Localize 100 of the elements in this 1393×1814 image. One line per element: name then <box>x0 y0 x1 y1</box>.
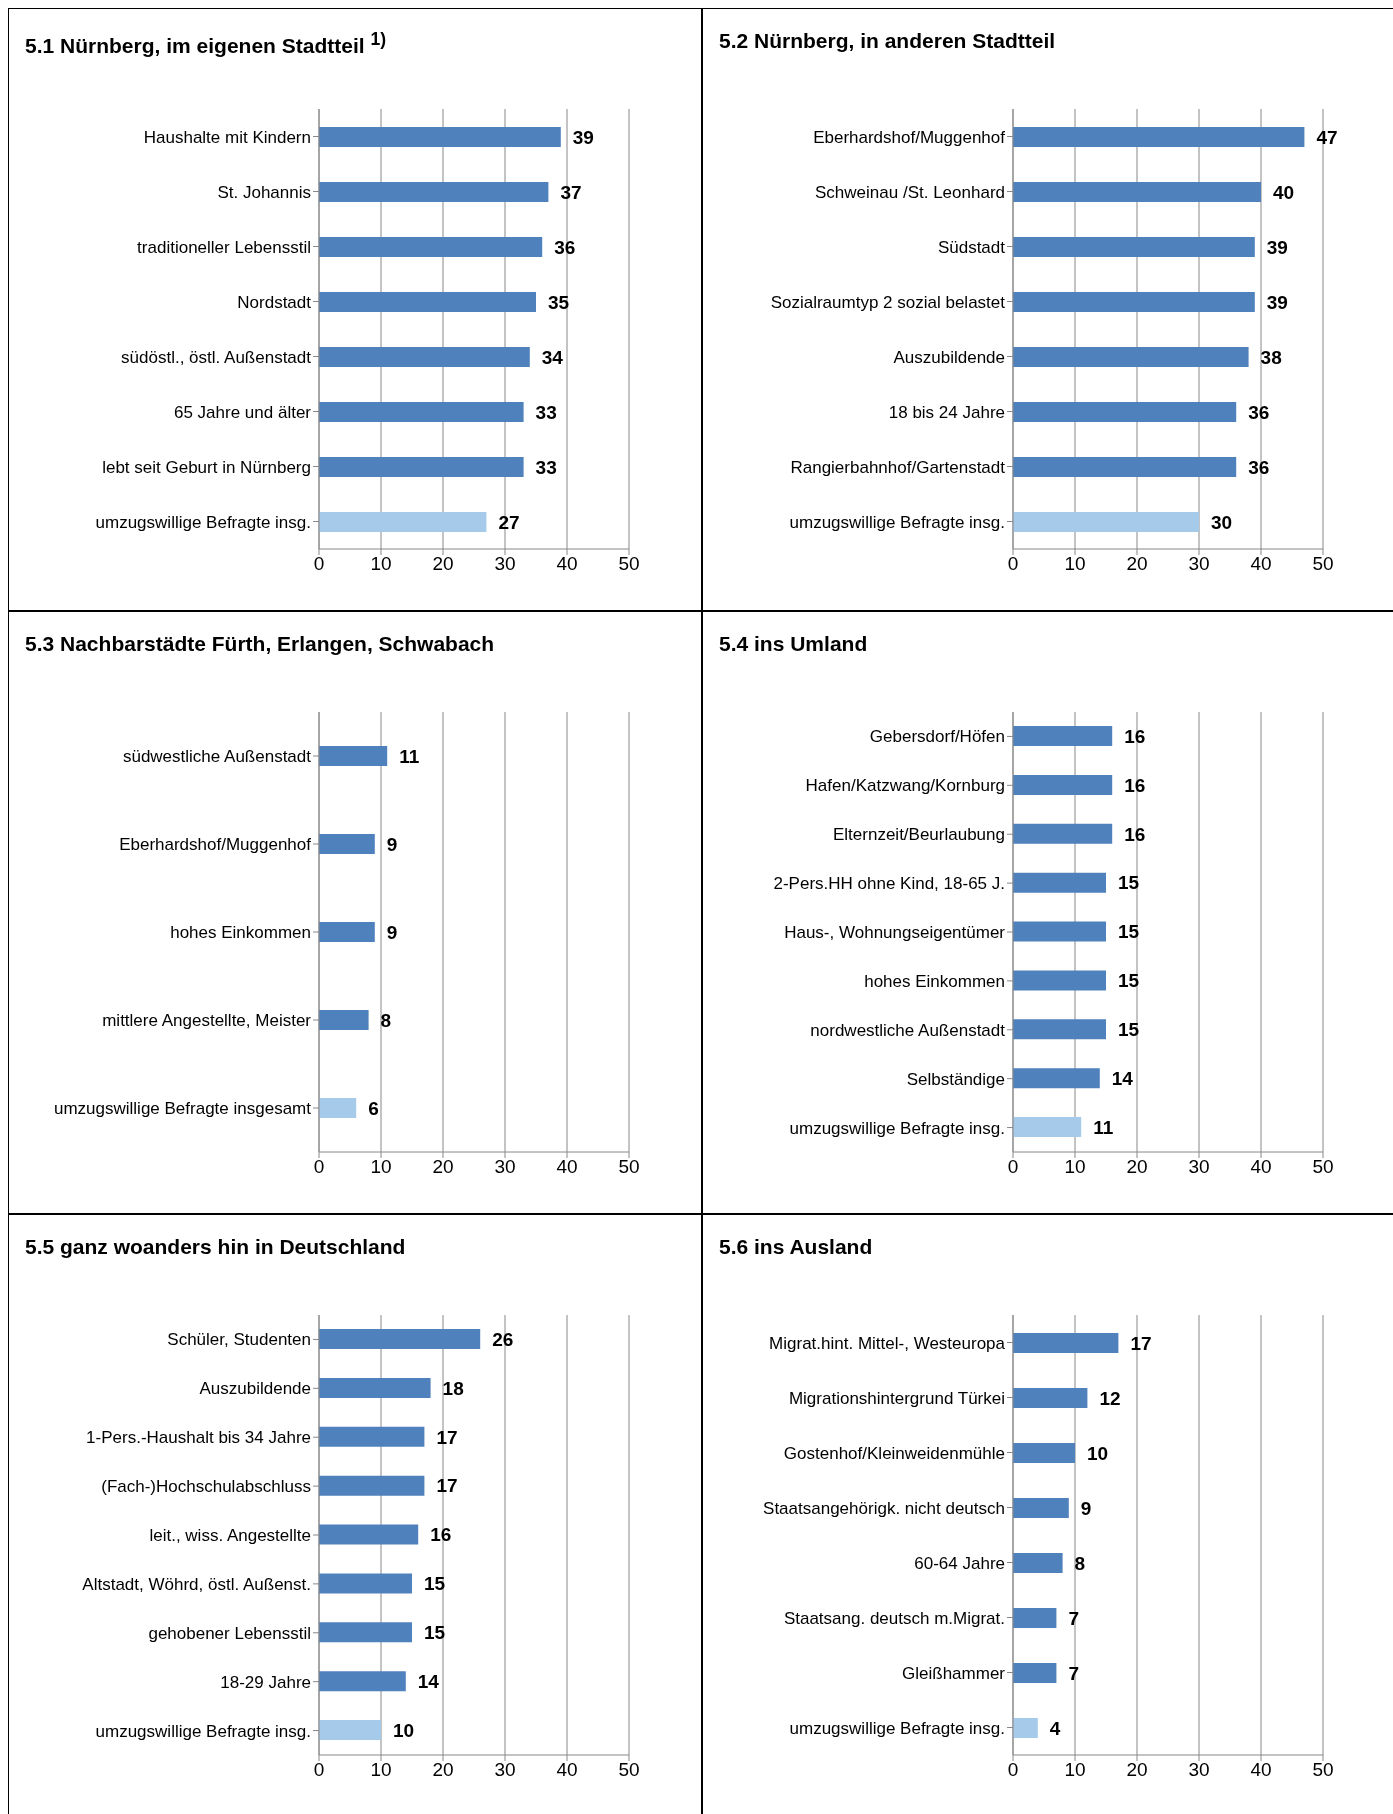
bar <box>1013 402 1237 422</box>
bar <box>1013 823 1113 844</box>
x-tick-label: 30 <box>494 1156 516 1178</box>
bar <box>1013 872 1106 893</box>
y-tick-label: Auszubildende <box>199 1379 311 1399</box>
x-tick-label: 10 <box>1064 553 1086 575</box>
bar <box>1013 457 1237 477</box>
data-label: 15 <box>1118 872 1140 894</box>
chart-title: 5.2 Nürnberg, in anderen Stadtteil <box>719 29 1056 53</box>
y-tick-label: 2-Pers.HH ohne Kind, 18-65 J. <box>773 874 1005 894</box>
x-tick-label: 20 <box>432 1759 454 1781</box>
bar <box>319 347 530 367</box>
bar <box>1013 1019 1106 1040</box>
y-tick-label: Migrat.hint. Mittel-, Westeuropa <box>769 1333 1006 1353</box>
data-label: 39 <box>1266 291 1288 313</box>
data-label: 40 <box>1273 181 1295 203</box>
data-label: 15 <box>1118 921 1140 943</box>
bar <box>319 1622 412 1643</box>
x-tick-label: 10 <box>370 553 392 575</box>
y-tick-label: südwestliche Außenstadt <box>122 747 312 767</box>
x-tick-label: 20 <box>432 553 454 575</box>
bar <box>1013 182 1261 202</box>
x-tick-label: 40 <box>1250 1156 1272 1178</box>
bar <box>319 1377 431 1398</box>
x-tick-label: 0 <box>313 553 325 575</box>
bar <box>1013 1443 1075 1463</box>
y-tick-label: Nordstadt <box>237 292 312 312</box>
bar <box>1013 1333 1119 1353</box>
x-tick-label: 20 <box>1126 1156 1148 1178</box>
bar <box>319 237 543 257</box>
y-tick-label: 65 Jahre und älter <box>173 402 312 422</box>
bar <box>319 834 375 854</box>
y-tick-label: leit., wiss. Angestellte <box>149 1526 311 1546</box>
bar <box>1013 292 1255 312</box>
data-label: 10 <box>1087 1442 1109 1464</box>
bar <box>319 1098 357 1118</box>
bar <box>319 512 487 532</box>
x-tick-label: 30 <box>494 1759 516 1781</box>
bar <box>1013 970 1106 991</box>
bar <box>319 922 375 942</box>
bar <box>1013 1553 1063 1573</box>
data-label: 15 <box>424 1622 446 1644</box>
x-tick-label: 50 <box>1312 1759 1334 1781</box>
y-tick-label: (Fach-)Hochschulabschluss <box>101 1477 311 1497</box>
bar <box>1013 512 1199 532</box>
y-tick-label: umzugswillige Befragte insg. <box>789 1118 1005 1138</box>
bar <box>1013 127 1305 147</box>
x-tick-label: 20 <box>1126 553 1148 575</box>
x-tick-label: 20 <box>432 1156 454 1178</box>
data-label: 16 <box>1124 774 1146 796</box>
data-label: 16 <box>430 1524 452 1546</box>
x-tick-label: 10 <box>370 1156 392 1178</box>
y-tick-label: umzugswillige Befragte insg. <box>95 1721 311 1741</box>
data-label: 34 <box>541 346 564 368</box>
bar <box>319 746 388 766</box>
data-label: 9 <box>386 833 398 855</box>
y-tick-label: Gostenhof/Kleinweidenmühle <box>783 1443 1005 1463</box>
bar <box>319 1720 381 1741</box>
y-tick-label: Eberhardshof/Muggenhof <box>813 127 1006 147</box>
data-label: 27 <box>498 511 520 533</box>
y-tick-label: 18-29 Jahre <box>220 1672 311 1692</box>
bar <box>319 1475 425 1496</box>
y-tick-label: Altstadt, Wöhrd, östl. Außenst. <box>82 1574 311 1594</box>
data-label: 4 <box>1049 1717 1061 1739</box>
x-tick-label: 0 <box>313 1156 325 1178</box>
y-tick-label: 60-64 Jahre <box>914 1553 1005 1573</box>
y-tick-label: traditioneller Lebensstil <box>137 237 311 257</box>
bar <box>319 402 524 422</box>
bar <box>319 1671 406 1692</box>
y-tick-label: Hafen/Katzwang/Kornburg <box>805 776 1005 796</box>
data-label: 10 <box>393 1719 415 1741</box>
data-label: 16 <box>1124 725 1146 747</box>
y-tick-label: mittlere Angestellte, Meister <box>102 1011 312 1031</box>
y-tick-label: St. Johannis <box>217 182 311 202</box>
y-tick-label: Sozialraumtyp 2 sozial belastet <box>770 292 1006 312</box>
x-tick-label: 30 <box>494 553 516 575</box>
bar <box>1013 1117 1082 1138</box>
bar <box>319 1010 369 1030</box>
y-tick-label: südöstl., östl. Außenstadt <box>121 347 312 367</box>
data-label: 9 <box>1080 1497 1092 1519</box>
chart-title: 5.3 Nachbarstädte Fürth, Erlangen, Schwabach <box>25 632 495 656</box>
x-tick-label: 40 <box>1250 1759 1272 1781</box>
bar <box>319 182 549 202</box>
x-tick-label: 50 <box>618 1156 640 1178</box>
data-label: 17 <box>436 1475 458 1497</box>
y-tick-label: Gebersdorf/Höfen <box>869 727 1005 747</box>
data-label: 12 <box>1099 1387 1121 1409</box>
y-tick-label: Eberhardshof/Muggenhof <box>119 835 312 855</box>
y-tick-label: 1-Pers.-Haushalt bis 34 Jahre <box>86 1428 311 1448</box>
x-tick-label: 50 <box>618 553 640 575</box>
bar <box>1013 921 1106 942</box>
data-label: 36 <box>1248 456 1270 478</box>
x-tick-label: 50 <box>1312 553 1334 575</box>
bar <box>1013 347 1249 367</box>
y-tick-label: umzugswillige Befragte insg. <box>789 512 1005 532</box>
data-label: 15 <box>1118 1019 1140 1041</box>
data-label: 33 <box>535 401 557 423</box>
data-label: 9 <box>386 921 398 943</box>
y-tick-label: Elternzeit/Beurlaubung <box>832 825 1005 845</box>
data-label: 11 <box>399 745 420 767</box>
